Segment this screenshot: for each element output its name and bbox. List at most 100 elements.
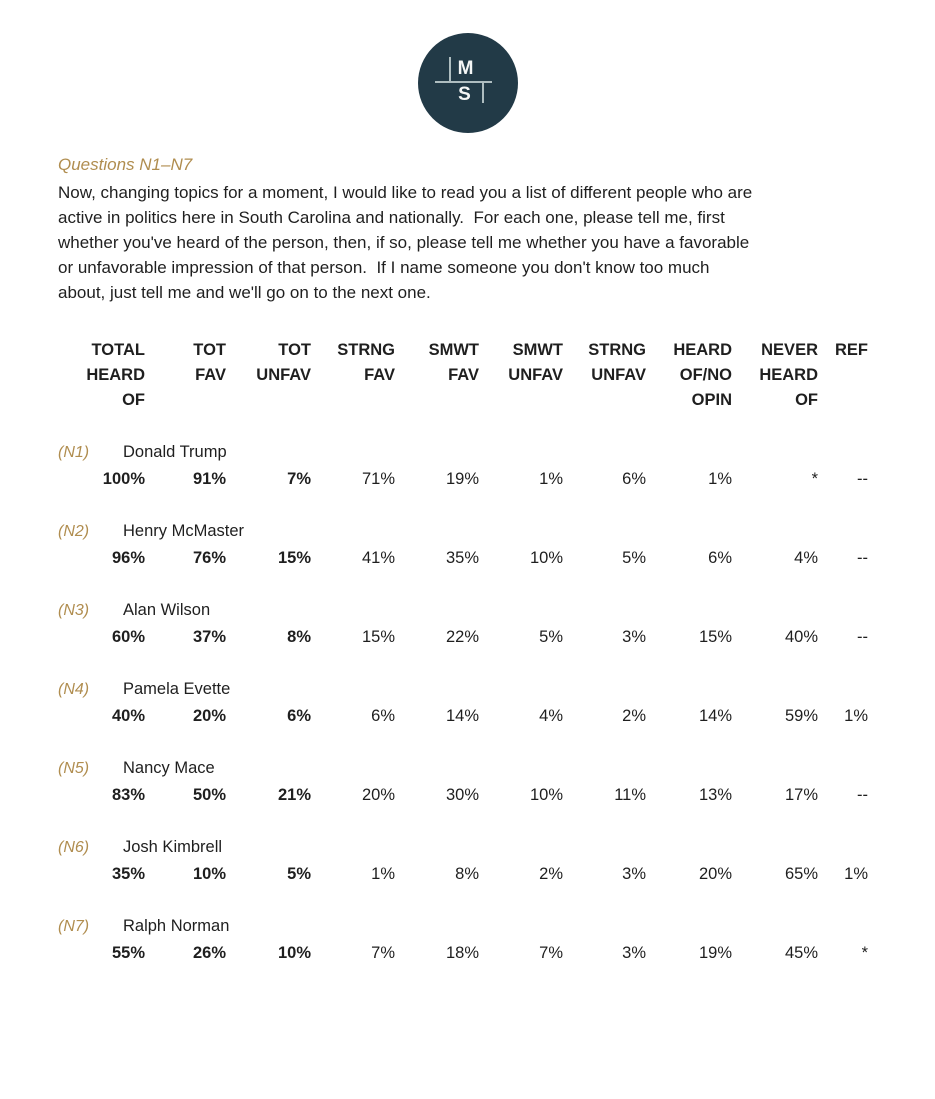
question-number: (N7) [58,918,90,935]
header-total-heard-of: TOTAL HEARD OF [86,341,145,409]
row-values: 96% 76% 15% 41% 35% 10% 5% 6% 4% -- [58,545,877,571]
value-cell: 6% [287,707,311,725]
value-cell: 1% [708,470,732,488]
value-cell: 35% [445,549,479,567]
value-cell: 15% [277,549,311,567]
value-cell: 2% [539,865,563,883]
table-row: (N7) Ralph Norman 55% 26% 10% 7% 18% 7% … [58,913,877,966]
row-values: 55% 26% 10% 7% 18% 7% 3% 19% 45% * [58,940,877,966]
value-cell: 41% [361,549,395,567]
value-cell: 7% [539,944,563,962]
header-smwt-unfav: SMWT UNFAV [508,341,563,384]
value-cell: 4% [794,549,818,567]
logo-horizontal-line [434,81,492,83]
value-cell: 14% [698,707,732,725]
header-strng-unfav: STRNG UNFAV [588,341,646,384]
logo-vertical-line-left [448,57,451,82]
value-cell: 37% [192,628,226,646]
value-cell: 11% [614,786,646,804]
value-cell: 14% [445,707,479,725]
value-cell: 96% [111,549,145,567]
document-page: M S Questions N1–N7 Now, changing topics… [58,33,877,966]
value-cell: 6% [622,470,646,488]
header-tot-unfav: TOT UNFAV [256,341,311,384]
table-row: (N5) Nancy Mace 83% 50% 21% 20% 30% 10% … [58,755,877,808]
value-cell: 26% [192,944,226,962]
value-cell: -- [857,549,868,567]
question-number: (N3) [58,602,90,619]
value-cell: 5% [539,628,563,646]
header-ref: REF [835,341,868,359]
table-row: (N1) Donald Trump 100% 91% 7% 71% 19% 1%… [58,439,877,492]
value-cell: 3% [622,944,646,962]
value-cell: 3% [622,865,646,883]
person-name: Donald Trump [123,443,227,461]
table-row: (N2) Henry McMaster 96% 76% 15% 41% 35% … [58,518,877,571]
value-cell: 10% [192,865,226,883]
question-number: (N5) [58,760,90,777]
person-name: Ralph Norman [123,917,230,935]
row-label: (N7) Ralph Norman [58,913,877,940]
value-cell: 17% [784,786,818,804]
value-cell: 65% [784,865,818,883]
value-cell: 20% [192,707,226,725]
header-heard-of-no-opin: HEARD OF/NO OPIN [673,341,732,409]
value-cell: 20% [361,786,395,804]
value-cell: 7% [287,470,311,488]
logo-vertical-line-right [481,82,484,103]
value-cell: 5% [287,865,311,883]
value-cell: 1% [844,865,868,883]
value-cell: 18% [445,944,479,962]
favorability-table: TOTAL HEARD OF TOT FAV TOT UNFAV STRNG F… [58,338,877,966]
logo-letter-s: S [458,84,471,105]
value-cell: 7% [371,944,395,962]
logo-container: M S [58,33,877,133]
header-never-heard-of: NEVER HEARD OF [759,341,818,409]
value-cell: 8% [287,628,311,646]
value-cell: 22% [445,628,479,646]
questions-range-heading: Questions N1–N7 [58,155,193,174]
question-number: (N1) [58,444,90,461]
value-cell: -- [857,628,868,646]
person-name: Josh Kimbrell [123,838,223,856]
row-label: (N5) Nancy Mace [58,755,877,782]
value-cell: 15% [698,628,732,646]
person-name: Pamela Evette [123,680,231,698]
row-values: 60% 37% 8% 15% 22% 5% 3% 15% 40% -- [58,624,877,650]
value-cell: 71% [361,470,395,488]
table-header-row: TOTAL HEARD OF TOT FAV TOT UNFAV STRNG F… [58,338,877,413]
value-cell: 55% [111,944,145,962]
row-values: 83% 50% 21% 20% 30% 10% 11% 13% 17% -- [58,782,877,808]
value-cell: 30% [445,786,479,804]
value-cell: 60% [111,628,145,646]
row-label: (N4) Pamela Evette [58,676,877,703]
question-number: (N4) [58,681,90,698]
row-label: (N3) Alan Wilson [58,597,877,624]
header-smwt-fav: SMWT FAV [428,341,479,384]
row-values: 100% 91% 7% 71% 19% 1% 6% 1% * -- [58,466,877,492]
header-tot-fav: TOT FAV [193,341,226,384]
value-cell: 1% [844,707,868,725]
value-cell: 10% [277,944,311,962]
question-number: (N2) [58,523,90,540]
value-cell: 13% [698,786,732,804]
person-name: Nancy Mace [123,759,215,777]
value-cell: 45% [784,944,818,962]
value-cell: 21% [277,786,311,804]
value-cell: -- [857,786,868,804]
value-cell: 59% [784,707,818,725]
value-cell: 1% [539,470,563,488]
value-cell: 6% [371,707,395,725]
header-strng-fav: STRNG FAV [337,341,395,384]
value-cell: 35% [111,865,145,883]
value-cell: 1% [371,865,395,883]
intro-paragraph: Now, changing topics for a moment, I wou… [58,183,753,302]
row-values: 40% 20% 6% 6% 14% 4% 2% 14% 59% 1% [58,703,877,729]
row-label: (N6) Josh Kimbrell [58,834,877,861]
value-cell: 3% [622,628,646,646]
person-name: Henry McMaster [123,522,245,540]
row-label: (N2) Henry McMaster [58,518,877,545]
value-cell: -- [857,470,868,488]
value-cell: * [861,944,868,962]
value-cell: 40% [111,707,145,725]
